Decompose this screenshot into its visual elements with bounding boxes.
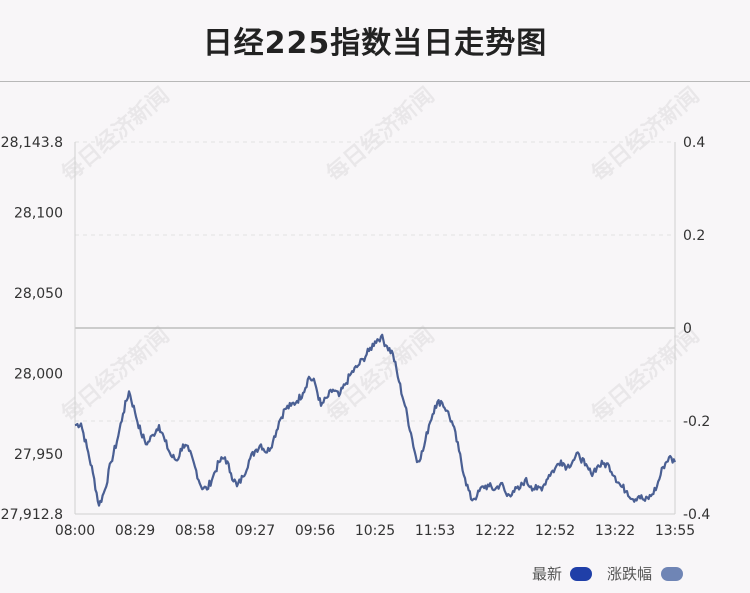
y-left-tick-label: 28,000 <box>14 367 63 383</box>
y-right-tick-label: -0.4 <box>683 507 710 523</box>
watermark-text: 每日经济新闻 <box>587 322 705 427</box>
chart-title: 日经225指数当日走势图 <box>202 26 548 61</box>
x-tick-label: 11:53 <box>415 523 455 539</box>
x-tick-label: 10:25 <box>355 523 395 539</box>
y-right-tick-label: 0 <box>683 321 692 337</box>
y-axis-left-labels: 28,143.8 28,100 28,050 28,000 27,950 27,912.8 <box>1 135 63 523</box>
y-left-tick-label: 28,100 <box>14 206 63 222</box>
x-tick-label: 09:27 <box>235 523 275 539</box>
watermark-text: 每日经济新闻 <box>322 82 440 187</box>
y-left-tick-label: 28,050 <box>14 286 63 302</box>
y-right-tick-label: -0.2 <box>683 414 710 430</box>
y-left-tick-label: 27,912.8 <box>1 507 63 523</box>
legend-swatch-latest <box>570 567 592 581</box>
y-right-tick-label: 0.4 <box>683 135 705 151</box>
x-tick-label: 08:29 <box>115 523 155 539</box>
x-tick-label: 08:58 <box>175 523 215 539</box>
x-tick-label: 08:00 <box>55 523 95 539</box>
x-axis-labels: 08:00 08:29 08:58 09:27 09:56 10:25 11:53 12:22… <box>55 523 695 539</box>
legend-item-latest: 最新 <box>532 563 562 584</box>
x-tick-label: 12:52 <box>535 523 575 539</box>
x-tick-label: 13:22 <box>595 523 635 539</box>
y-right-tick-label: 0.2 <box>683 228 705 244</box>
legend-label-latest: 最新 <box>532 565 563 583</box>
series-layer <box>74 333 677 507</box>
watermark-text: 每日经济新闻 <box>57 82 175 187</box>
title-divider <box>0 81 750 82</box>
x-tick-label: 13:55 <box>655 523 695 539</box>
x-tick-label: 09:56 <box>295 523 335 539</box>
watermark-text: 每日经济新闻 <box>57 322 175 427</box>
y-left-tick-label: 27,950 <box>14 447 63 463</box>
series-line-index <box>74 333 677 507</box>
grid-lines <box>75 141 675 515</box>
y-axis-right-labels: 0.4 0.2 0 -0.2 -0.4 <box>683 135 710 523</box>
legend-swatch-change <box>661 567 683 581</box>
legend-label-change: 涨跌幅 <box>607 565 653 583</box>
legend-item-change: 涨跌幅 <box>607 563 652 584</box>
x-tick-label: 12:22 <box>475 523 515 539</box>
y-left-tick-label: 28,143.8 <box>1 135 63 151</box>
